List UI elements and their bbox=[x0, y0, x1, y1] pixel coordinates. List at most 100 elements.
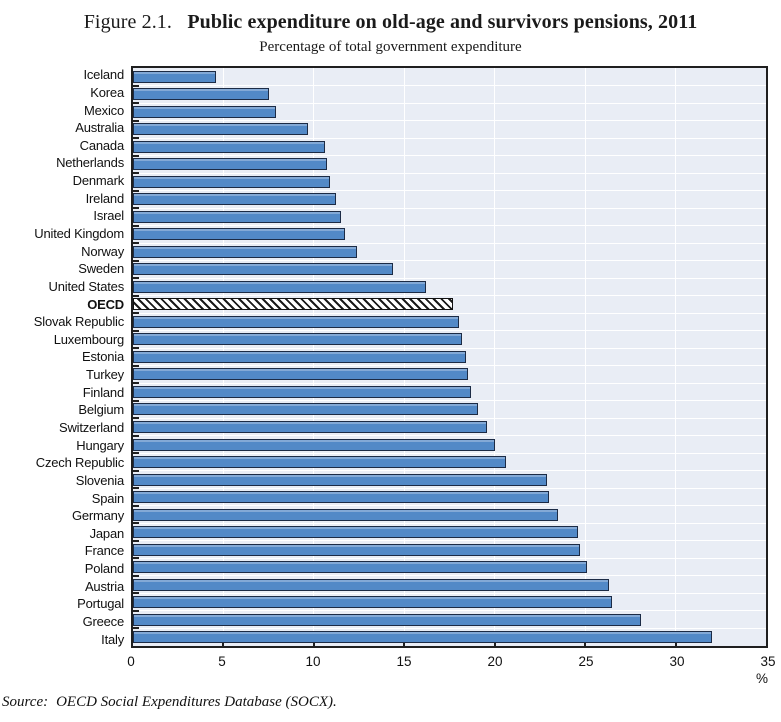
source-text: OECD Social Expenditures Database (SOCX)… bbox=[56, 694, 337, 710]
y-axis-tick bbox=[133, 329, 139, 332]
bar bbox=[133, 403, 479, 416]
category-label: Iceland bbox=[83, 67, 124, 83]
source-prefix: Source: bbox=[2, 694, 49, 710]
gridline-horizontal bbox=[133, 190, 766, 192]
category-label: Sweden bbox=[78, 261, 124, 277]
y-axis-tick bbox=[133, 382, 139, 385]
bar bbox=[133, 421, 488, 433]
category-label: Mexico bbox=[84, 102, 124, 118]
y-axis-tick bbox=[133, 539, 139, 542]
y-axis-tick bbox=[133, 557, 139, 560]
category-label: Italy bbox=[101, 631, 124, 647]
y-axis-tick bbox=[133, 522, 139, 525]
bar bbox=[133, 438, 495, 451]
y-axis-tick bbox=[133, 364, 139, 367]
gridline-horizontal bbox=[133, 417, 766, 419]
category-label: Spain bbox=[91, 490, 124, 506]
y-axis-tick bbox=[133, 224, 139, 227]
y-axis-tick bbox=[133, 592, 139, 595]
gridline-horizontal bbox=[133, 277, 766, 279]
bar bbox=[133, 70, 217, 83]
gridline-horizontal bbox=[133, 382, 766, 384]
y-axis-tick bbox=[133, 259, 139, 262]
x-axis-tick-label: 5 bbox=[218, 654, 226, 669]
gridline-horizontal bbox=[133, 610, 766, 612]
gridline-horizontal bbox=[133, 172, 766, 174]
figure-title-line: Figure 2.1. Public expenditure on old-ag… bbox=[0, 11, 781, 34]
gridline-horizontal bbox=[133, 295, 766, 297]
bar bbox=[133, 245, 358, 258]
y-axis-tick bbox=[133, 504, 139, 507]
gridline-horizontal bbox=[133, 120, 766, 122]
bar bbox=[133, 263, 394, 276]
bar bbox=[133, 210, 341, 223]
x-axis-tick-label: 10 bbox=[305, 654, 321, 669]
y-axis-tick bbox=[133, 627, 139, 630]
y-axis-tick bbox=[133, 154, 139, 157]
category-label: Slovenia bbox=[75, 472, 124, 488]
plot-area bbox=[131, 66, 768, 648]
gridline-horizontal bbox=[133, 575, 766, 577]
y-axis-tick bbox=[133, 242, 139, 245]
gridline-vertical bbox=[584, 68, 586, 646]
y-axis-tick bbox=[133, 189, 139, 192]
y-axis-tick bbox=[133, 417, 139, 420]
figure-title: Public expenditure on old-age and surviv… bbox=[187, 11, 698, 33]
gridline-horizontal bbox=[133, 627, 766, 629]
y-axis-tick bbox=[133, 574, 139, 577]
bar bbox=[133, 491, 549, 504]
gridline-horizontal bbox=[133, 522, 766, 524]
bar-highlighted-oecd bbox=[133, 298, 454, 311]
x-axis-tick-label: 0 bbox=[127, 654, 135, 669]
bar bbox=[133, 140, 325, 153]
gridline-horizontal bbox=[133, 242, 766, 244]
bar bbox=[133, 578, 609, 591]
gridline-horizontal bbox=[133, 400, 766, 402]
y-axis-tick bbox=[133, 347, 139, 350]
bar bbox=[133, 526, 578, 539]
gridline-horizontal bbox=[133, 557, 766, 559]
gridline-horizontal bbox=[133, 85, 766, 86]
category-label: OECD bbox=[87, 296, 124, 312]
bar bbox=[133, 508, 558, 521]
bar bbox=[133, 561, 587, 574]
bar bbox=[133, 193, 336, 206]
y-axis-tick bbox=[133, 137, 139, 140]
gridline-horizontal bbox=[133, 365, 766, 367]
bar bbox=[133, 280, 426, 293]
category-label: Norway bbox=[81, 243, 124, 259]
x-axis-tick-label: 30 bbox=[669, 654, 685, 669]
y-axis-tick bbox=[133, 294, 139, 297]
y-axis-tick bbox=[133, 609, 139, 612]
category-label: Ireland bbox=[85, 190, 125, 206]
x-axis-unit: % bbox=[755, 671, 768, 686]
y-axis-tick bbox=[133, 207, 139, 210]
y-axis-tick bbox=[133, 84, 139, 87]
category-label: Canada bbox=[79, 137, 125, 153]
bar bbox=[133, 543, 580, 556]
category-label: Luxembourg bbox=[53, 331, 124, 347]
x-axis-tick-label: 35 bbox=[760, 654, 776, 669]
category-label: Poland bbox=[84, 561, 124, 577]
x-axis-tick-label: 15 bbox=[396, 654, 412, 669]
gridline-horizontal bbox=[133, 225, 766, 227]
bar bbox=[133, 368, 468, 381]
bar bbox=[133, 158, 327, 171]
category-label: Finland bbox=[82, 384, 124, 400]
gridline-vertical bbox=[494, 68, 496, 646]
category-label: Australia bbox=[75, 120, 124, 136]
gridline-horizontal bbox=[133, 347, 766, 349]
gridline-horizontal bbox=[133, 540, 766, 542]
gridline-horizontal bbox=[133, 505, 766, 507]
gridline-horizontal bbox=[133, 452, 766, 454]
category-label: Israel bbox=[93, 208, 124, 224]
gridline-horizontal bbox=[133, 435, 766, 437]
y-axis-tick bbox=[133, 102, 139, 105]
bar bbox=[133, 105, 276, 118]
y-axis-tick bbox=[133, 119, 139, 122]
category-label: Turkey bbox=[85, 367, 124, 383]
gridline-horizontal bbox=[133, 102, 766, 104]
y-axis-tick bbox=[133, 434, 139, 437]
category-label: Germany bbox=[71, 508, 124, 524]
